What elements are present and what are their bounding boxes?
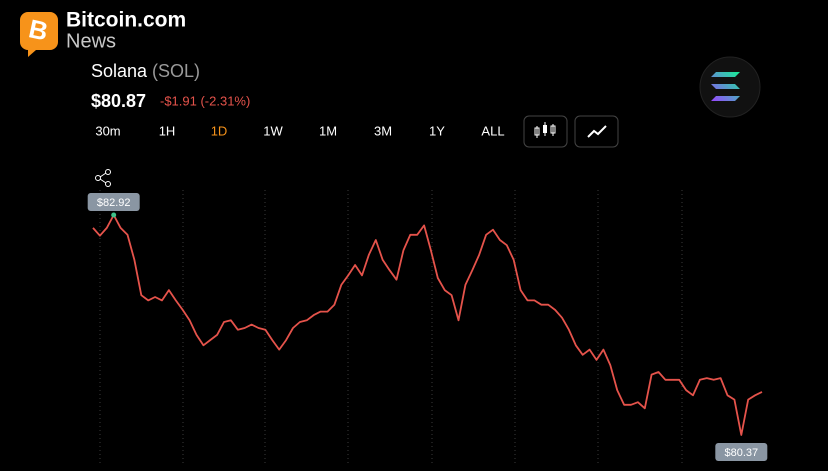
high-marker (111, 212, 117, 218)
asset-symbol: (SOL) (152, 61, 200, 81)
logo: B Bitcoin.com News (20, 9, 186, 57)
asset-name: Solana (91, 61, 148, 81)
share-icon (95, 175, 101, 181)
price-change: -$1.91 (-2.31%) (160, 93, 250, 108)
price-annotation: $80.37 (724, 447, 758, 459)
timeframe-button[interactable]: ALL (481, 123, 504, 138)
sol-logo (699, 56, 761, 118)
timeframe-button[interactable]: 1Y (429, 123, 445, 138)
brand: Bitcoin.com (66, 9, 186, 32)
plot: $82.92 $80.37 (87, 193, 768, 461)
line-icon (587, 125, 607, 138)
brand-sub: News (66, 30, 116, 52)
timeframe-button[interactable]: 1D (211, 123, 228, 138)
candle-toggle[interactable] (523, 115, 568, 148)
timeframe-button[interactable]: 1W (263, 123, 283, 138)
sol-logo-mark (711, 72, 740, 101)
timeframe-bar: 30m 1H 1D 1W 1M 3M 1Y ALL (95, 123, 504, 138)
timeframe-button[interactable]: 1M (319, 123, 337, 138)
candle-icon-body (543, 125, 547, 133)
candle-icon-body (534, 127, 540, 136)
price: $80.87 (91, 91, 146, 111)
timeframe-button[interactable]: 1H (159, 123, 176, 138)
logo-icon (20, 12, 58, 57)
price-annotation: $82.92 (97, 197, 131, 209)
share-icon (105, 169, 111, 175)
price-annotation-box (87, 193, 140, 211)
price-annotation-box (715, 443, 768, 461)
share-icon (99, 172, 107, 184)
candle-icon-body (550, 125, 556, 134)
timeframe-button[interactable]: 3M (374, 123, 392, 138)
price-line (92, 214, 763, 436)
timeframe-button[interactable]: 30m (95, 123, 120, 138)
line-toggle[interactable] (574, 115, 619, 148)
share-button[interactable] (95, 169, 111, 187)
share-icon (105, 181, 111, 187)
